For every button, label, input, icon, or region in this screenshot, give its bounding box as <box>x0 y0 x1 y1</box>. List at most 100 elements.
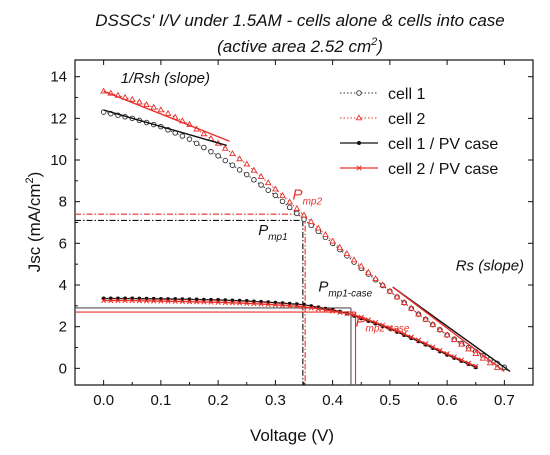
data-point <box>408 334 414 340</box>
data-point <box>244 300 250 306</box>
mpp-guides <box>75 213 357 385</box>
x-tick-label: 0.0 <box>93 392 114 409</box>
y-axis-title: Jsc (mA/cm2) <box>24 172 44 273</box>
y-tick-label: 2 <box>59 319 67 336</box>
data-point <box>229 162 236 168</box>
series-4 <box>100 297 479 369</box>
data-point <box>458 340 465 347</box>
data-point <box>222 299 228 306</box>
data-point <box>258 301 264 307</box>
data-point <box>422 315 430 322</box>
data-point <box>337 309 343 315</box>
y-axis-title-sup: 2 <box>24 177 36 183</box>
data-point <box>165 298 171 304</box>
data-point <box>386 287 394 294</box>
x-tick-label: 0.4 <box>322 392 343 409</box>
annotation-main: P <box>356 314 366 331</box>
data-point <box>286 204 293 211</box>
legend: cell 1 cell 2 cell 1 / PV case cell 2 / PV … <box>340 86 498 178</box>
annotation-main: Rs (slope) <box>456 257 524 274</box>
data-point <box>143 101 150 108</box>
data-point <box>136 98 143 105</box>
data-point <box>200 130 208 137</box>
x-tick-label: 0.5 <box>379 392 400 409</box>
chart-title-line-2: (active area 2.52 cm2) <box>217 36 383 56</box>
data-point <box>251 301 257 307</box>
series-line <box>103 299 477 367</box>
data-point <box>355 114 363 121</box>
data-point <box>236 300 243 306</box>
data-point <box>450 335 458 342</box>
data-point <box>243 171 250 178</box>
data-point <box>108 297 114 304</box>
data-point <box>179 133 186 139</box>
data-point <box>336 243 344 250</box>
data-point <box>322 231 329 237</box>
series-layer <box>100 87 508 371</box>
data-point <box>129 297 135 304</box>
data-point <box>458 357 465 363</box>
annotation-main: P <box>293 187 303 204</box>
data-point <box>186 299 193 305</box>
data-point <box>264 179 272 186</box>
data-point <box>201 144 207 151</box>
annotation-subscript: mp2 <box>303 197 323 208</box>
annotation-pmp2c: Pmp2-case <box>356 314 410 335</box>
data-point <box>300 211 308 218</box>
data-point <box>115 297 121 304</box>
data-point <box>329 237 336 244</box>
y-tick-label: 10 <box>50 152 67 169</box>
y-tick-label: 0 <box>59 360 67 377</box>
x-tick-label: 0.7 <box>494 392 515 409</box>
data-point <box>314 224 322 231</box>
data-point <box>279 198 286 205</box>
data-point <box>357 141 361 145</box>
annotation-pmp2: Pmp2 <box>293 187 323 208</box>
data-point <box>201 299 207 305</box>
data-point <box>172 298 178 305</box>
annotation-subscript: mp1 <box>268 232 287 243</box>
data-point <box>179 298 185 305</box>
y-tick-label: 4 <box>59 277 67 294</box>
y-tick-label: 8 <box>59 194 67 211</box>
data-point <box>372 319 379 326</box>
data-point <box>407 304 415 311</box>
data-point <box>444 351 450 357</box>
data-point <box>229 300 236 306</box>
data-point <box>128 95 136 102</box>
data-point <box>286 198 294 205</box>
data-point <box>415 310 422 317</box>
legend-entry: cell 1 / PV case <box>340 136 498 153</box>
annotation-rs: Rs (slope) <box>456 257 524 274</box>
series-line <box>103 297 477 368</box>
x-tick-label: 0.1 <box>150 392 171 409</box>
data-point <box>257 172 265 179</box>
data-point <box>430 344 436 350</box>
data-point <box>158 298 164 304</box>
y-tick-label: 14 <box>50 69 67 86</box>
data-point <box>451 354 457 360</box>
data-point <box>287 303 293 309</box>
data-point <box>351 312 357 318</box>
data-point <box>265 301 271 308</box>
annotations: 1/Rsh (slope)Pmp2Pmp1Pmp1-casePmp2-caseR… <box>121 70 524 335</box>
data-point <box>136 298 143 304</box>
data-point <box>479 354 487 361</box>
x-tick-label: 0.3 <box>265 392 286 409</box>
data-point <box>486 359 494 366</box>
data-point <box>250 166 258 173</box>
legend-label: cell 2 / PV case <box>388 161 498 178</box>
data-point <box>258 182 264 188</box>
data-point <box>294 303 300 310</box>
data-point <box>350 256 358 263</box>
data-point <box>465 360 472 366</box>
data-point <box>194 299 200 305</box>
annotation-main: P <box>258 222 268 239</box>
data-point <box>164 109 172 116</box>
data-point <box>415 337 422 343</box>
y-axis-title-end: ) <box>25 172 44 178</box>
x-axis-title: Voltage (V) <box>250 426 334 445</box>
data-point <box>208 299 214 305</box>
annotation-subscript: mp1-case <box>328 288 372 299</box>
legend-entry: cell 1 <box>340 86 425 103</box>
